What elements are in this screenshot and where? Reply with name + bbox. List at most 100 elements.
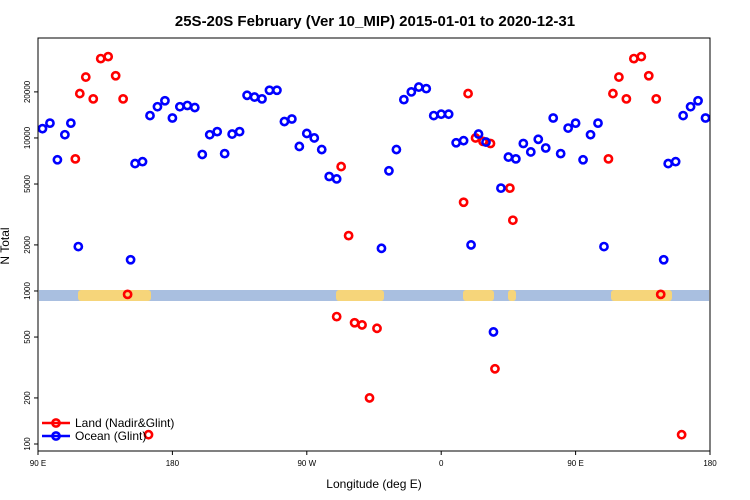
ocean-point xyxy=(510,153,521,164)
y-tick-label: 5000 xyxy=(23,175,32,193)
ocean-point xyxy=(130,158,140,169)
ocean-point xyxy=(301,128,312,139)
y-tick-label: 1000 xyxy=(23,282,32,300)
x-tick-label: 90 E xyxy=(30,459,46,468)
ocean-point xyxy=(451,137,462,148)
x-tick-label: 0 xyxy=(439,459,444,468)
y-tick-label: 500 xyxy=(23,330,32,344)
ocean-point xyxy=(525,147,536,157)
ocean-point xyxy=(533,134,544,145)
ocean-point xyxy=(658,254,669,265)
ocean-point xyxy=(599,241,609,252)
land-point xyxy=(143,429,154,440)
land-point xyxy=(372,323,382,334)
x-axis: 90 E 180 90 W 0 90 E 180 xyxy=(30,451,717,468)
x-tick-label: 180 xyxy=(703,459,717,468)
ocean-point xyxy=(693,95,703,106)
legend-ocean: Ocean (Glint) xyxy=(42,429,146,443)
legend-label: Land (Nadir&Glint) xyxy=(75,416,174,430)
ocean-point xyxy=(503,152,514,162)
chart-title: 25S-20S February (Ver 10_MIP) 2015-01-01… xyxy=(175,13,575,30)
ocean-point xyxy=(160,95,170,106)
ocean-point xyxy=(578,154,588,165)
legend-land: Land (Nadir&Glint) xyxy=(42,416,174,430)
land-point xyxy=(110,70,121,81)
ocean-point xyxy=(59,129,70,140)
land-point xyxy=(655,289,666,300)
land-mass xyxy=(508,290,516,301)
ocean-point xyxy=(242,90,252,101)
y-axis: 100 200 500 1000 2000 5000 10000 20000 xyxy=(23,80,38,451)
ocean-point xyxy=(227,129,238,139)
land-point xyxy=(458,197,469,208)
longitude-map-strip xyxy=(39,290,709,301)
land-point xyxy=(343,230,354,241)
ocean-point xyxy=(421,83,432,94)
ocean-point xyxy=(52,154,63,165)
ocean-point xyxy=(413,82,424,92)
ocean-point xyxy=(391,144,402,155)
land-point xyxy=(485,138,496,149)
ocean-point xyxy=(540,143,551,153)
ocean-point xyxy=(488,327,499,337)
ocean-point xyxy=(45,118,55,129)
y-tick-label: 100 xyxy=(23,437,32,451)
land-point xyxy=(507,215,518,226)
land-point xyxy=(608,88,618,99)
y-tick-label: 2000 xyxy=(23,235,32,253)
data-points xyxy=(37,51,711,440)
ocean-point xyxy=(331,174,342,184)
ocean-point xyxy=(458,135,469,146)
land-point xyxy=(331,311,342,322)
y-tick-label: 200 xyxy=(23,391,32,405)
legend: Land (Nadir&Glint)Ocean (Glint) xyxy=(42,416,174,443)
ocean-point xyxy=(548,113,559,123)
ocean-point xyxy=(197,149,208,160)
ocean-point xyxy=(563,123,574,133)
ocean-point xyxy=(309,133,320,143)
ocean-point xyxy=(182,100,193,111)
ocean-point xyxy=(316,144,327,155)
land-point xyxy=(88,93,99,104)
plot-frame xyxy=(37,37,711,452)
ocean-point xyxy=(167,113,178,123)
land-point xyxy=(364,393,375,403)
ocean-point xyxy=(700,113,711,123)
land-point xyxy=(118,93,129,104)
x-axis-label: Longitude (deg E) xyxy=(326,477,421,491)
land-point xyxy=(614,72,624,82)
ocean-point xyxy=(125,254,136,265)
ocean-point xyxy=(376,243,387,254)
ocean-point xyxy=(249,92,260,102)
ocean-point xyxy=(264,85,275,96)
land-point xyxy=(349,317,360,328)
ocean-point xyxy=(555,148,566,159)
ocean-point xyxy=(204,129,215,140)
ocean-point xyxy=(73,241,84,252)
ocean-point xyxy=(473,129,484,139)
land-point xyxy=(95,53,106,64)
ocean-point xyxy=(570,118,581,129)
ocean-point xyxy=(189,102,200,113)
ocean-point xyxy=(443,109,454,120)
land-point xyxy=(463,88,473,99)
land-point xyxy=(74,88,85,99)
x-tick-label: 90 W xyxy=(297,459,316,468)
legend-marker xyxy=(51,431,61,441)
legend-label: Ocean (Glint) xyxy=(75,429,146,443)
ocean-point xyxy=(384,165,394,176)
land-point xyxy=(490,363,500,374)
ocean-point xyxy=(212,126,223,137)
ocean-point xyxy=(670,156,681,167)
land-point xyxy=(336,161,347,172)
ocean-point xyxy=(145,110,155,121)
ocean-point xyxy=(174,101,185,112)
land-point xyxy=(70,153,81,164)
land-point xyxy=(80,72,91,82)
land-point xyxy=(628,53,639,64)
ocean-point xyxy=(294,141,305,152)
ocean-point xyxy=(286,114,297,124)
land-point xyxy=(504,183,515,194)
y-tick-label: 10000 xyxy=(23,126,32,149)
ocean-point xyxy=(436,109,447,120)
